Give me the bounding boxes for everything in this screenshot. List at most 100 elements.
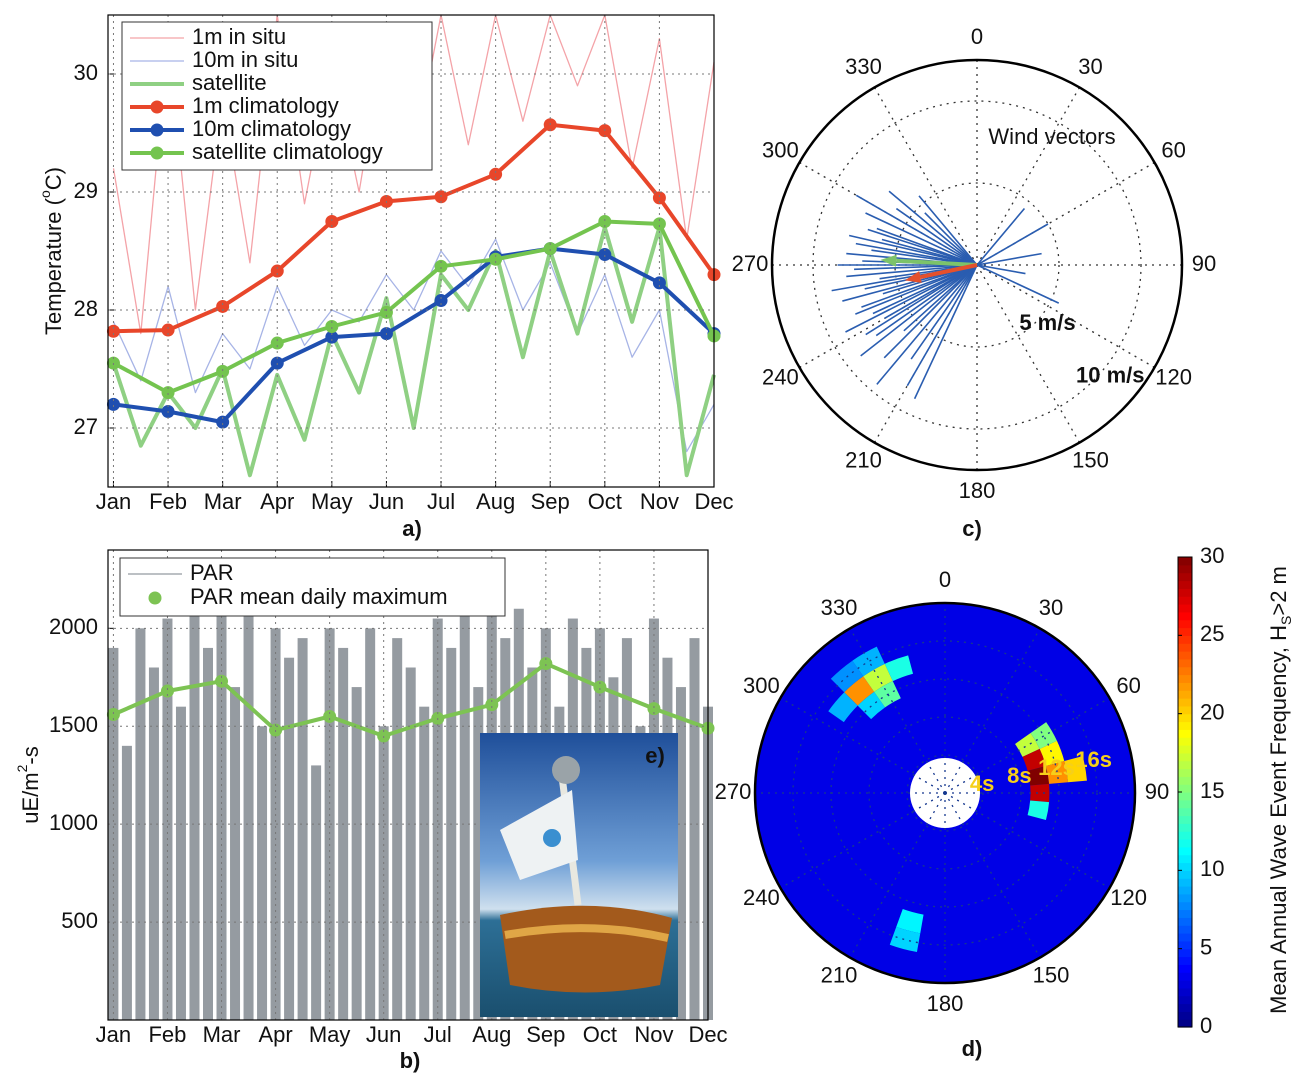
colorbar-slice [1178, 753, 1192, 761]
angle-tick-label: 240 [743, 885, 780, 910]
bar [203, 648, 213, 1020]
bar [325, 628, 335, 1020]
angle-tick-label: 180 [959, 478, 996, 503]
panel-label: d) [962, 1036, 983, 1061]
colorbar-slice [1178, 894, 1192, 902]
radial-tick-label: 12s [1038, 755, 1075, 780]
photo-logo [543, 829, 561, 847]
colorbar-slice [1178, 847, 1192, 855]
colorbar-slice [1178, 690, 1192, 698]
legend-label: PAR [190, 560, 234, 585]
colorbar-slice [1178, 886, 1192, 894]
bar [406, 668, 416, 1021]
colorbar-slice [1178, 643, 1192, 651]
photo-buoy [500, 906, 672, 993]
colorbar-slice [1178, 902, 1192, 910]
colorbar-slice [1178, 972, 1192, 980]
colorbar-tick-label: 0 [1200, 1013, 1212, 1038]
x-tick-label: Dec [688, 1022, 727, 1047]
radial-tick-label: 16s [1075, 747, 1112, 772]
y-axis-label: Temperature (oC) [37, 167, 66, 335]
colorbar-tick-label: 30 [1200, 543, 1224, 568]
colorbar-slice [1178, 682, 1192, 690]
bar [284, 658, 294, 1020]
x-tick-label: Mar [204, 489, 242, 514]
legend-label: 1m climatology [192, 93, 339, 118]
bar [311, 765, 321, 1020]
colorbar-tick-label: 5 [1200, 934, 1212, 959]
colorbar-slice [1178, 839, 1192, 847]
angle-tick-label: 90 [1192, 251, 1216, 276]
colorbar-slice [1178, 996, 1192, 1004]
colorbar-slice [1178, 596, 1192, 604]
series-marker [653, 276, 666, 289]
x-tick-label: Jul [427, 489, 455, 514]
colorbar-slice [1178, 823, 1192, 831]
colorbar-slice [1178, 635, 1192, 643]
colorbar-slice [1178, 941, 1192, 949]
x-tick-label: Aug [472, 1022, 511, 1047]
colorbar-slice [1178, 910, 1192, 918]
bar [460, 609, 470, 1020]
colorbar-tick-label: 15 [1200, 778, 1224, 803]
x-tick-label: Jun [366, 1022, 401, 1047]
legend-label: 1m in situ [192, 24, 286, 49]
colorbar-slice [1178, 949, 1192, 957]
legend-marker [151, 124, 164, 137]
colorbar-slice [1178, 667, 1192, 675]
bar [135, 628, 145, 1020]
bar [244, 589, 254, 1020]
series-marker [271, 337, 284, 350]
series-marker [435, 294, 448, 307]
radial-tick-label: 8s [1007, 763, 1031, 788]
colorbar-slice [1178, 588, 1192, 596]
colorbar-slice [1178, 659, 1192, 667]
angle-tick-label: 0 [939, 567, 951, 592]
legend-label: satellite climatology [192, 139, 383, 164]
bar [338, 648, 348, 1020]
angle-tick-label: 210 [845, 447, 882, 472]
angle-tick-label: 330 [821, 595, 858, 620]
x-tick-label: Oct [583, 1022, 617, 1047]
bar [189, 609, 199, 1020]
bar [392, 638, 402, 1020]
legend-marker [151, 147, 164, 160]
colorbar-slice [1178, 612, 1192, 620]
x-tick-label: Sep [526, 1022, 565, 1047]
legend-label: 10m in situ [192, 47, 298, 72]
angle-tick-label: 270 [732, 251, 769, 276]
colorbar-slice [1178, 964, 1192, 972]
y-tick-label: 500 [61, 908, 98, 933]
heatmap-cell [1030, 784, 1049, 802]
colorbar-slice [1178, 706, 1192, 714]
colorbar-slice [1178, 988, 1192, 996]
colorbar-slice [1178, 800, 1192, 808]
bar [689, 638, 699, 1020]
colorbar-slice [1178, 878, 1192, 886]
colorbar-label-sub: S [1278, 616, 1294, 625]
bar [176, 707, 186, 1020]
colorbar-slice [1178, 628, 1192, 636]
colorbar-slice [1178, 1019, 1192, 1027]
bar [419, 707, 429, 1020]
radial-tick-label: 4s [970, 771, 994, 796]
angle-tick-label: 0 [971, 24, 983, 49]
angle-tick-label: 300 [762, 137, 799, 162]
colorbar-label: Mean Annual Wave Event Frequency, HS>2 m [1266, 566, 1294, 1014]
photo-sensor [552, 756, 580, 784]
y-label-sup: 2 [14, 764, 30, 772]
colorbar-slice [1178, 714, 1192, 722]
y-tick-label: 27 [74, 414, 98, 439]
angle-tick-label: 60 [1116, 673, 1140, 698]
colorbar-slice [1178, 855, 1192, 863]
bar [122, 746, 132, 1020]
colorbar-slice [1178, 620, 1192, 628]
angle-tick-label: 270 [715, 779, 752, 804]
colorbar-tick-label: 10 [1200, 856, 1224, 881]
legend-marker [149, 592, 162, 605]
y-label-end: C) [41, 167, 66, 190]
legend-marker [151, 101, 164, 114]
angle-tick-label: 330 [845, 54, 882, 79]
colorbar-slice [1178, 1004, 1192, 1012]
